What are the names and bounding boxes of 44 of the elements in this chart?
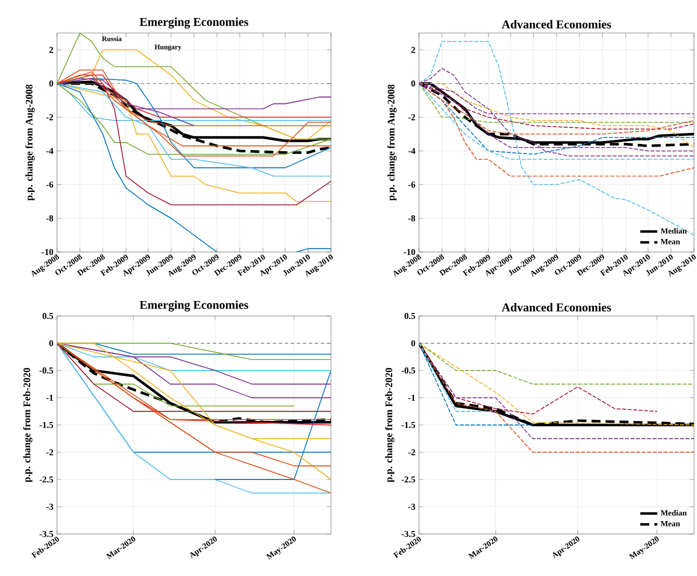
y-tick-label: -0.5 — [402, 367, 416, 374]
y-tick-label: -6 — [408, 182, 416, 188]
y-tick-label: -3.5 — [402, 530, 416, 538]
y-axis-title: p.p. change from Aug-2008 — [25, 84, 35, 201]
legend-label: Median — [660, 228, 687, 234]
y-tick-label: -10 — [42, 248, 54, 256]
y-tick-label: -1.5 — [402, 422, 416, 428]
legend-label: Median — [660, 510, 687, 516]
y-tick-label: 0.5 — [404, 312, 416, 320]
chart-title: Emerging Economies — [140, 300, 248, 312]
y-tick-label: 0 — [411, 340, 416, 346]
y-tick-label: 0 — [49, 340, 54, 346]
y-tick-label: -2 — [408, 449, 416, 456]
y-tick-label: -4 — [46, 148, 54, 154]
y-tick-label: -2 — [408, 114, 416, 120]
y-tick-label: -2.5 — [40, 476, 54, 483]
y-tick-label: -2 — [46, 449, 54, 456]
y-tick-label: -3 — [46, 504, 54, 510]
y-tick-label: -1 — [408, 394, 415, 401]
y-tick-label: -0.5 — [40, 367, 54, 374]
y-axis-title: p.p. change from Feb-2020 — [23, 368, 32, 482]
chart-title: Advanced Economies — [502, 303, 612, 312]
legend-label: Mean — [660, 521, 680, 526]
chart-title: Advanced Economies — [502, 20, 612, 28]
y-axis-title: p.p. change from Aug-2008 — [387, 84, 397, 201]
legend-label: Mean — [660, 239, 680, 244]
y-tick-label: -1.5 — [40, 422, 54, 428]
y-tick-label: 0.5 — [42, 312, 54, 320]
chart-title: Emerging Economies — [140, 17, 248, 28]
y-tick-label: 0 — [411, 80, 416, 87]
y-tick-label: 0 — [49, 80, 54, 87]
y-tick-label: -8 — [408, 215, 416, 222]
y-tick-label: 2 — [411, 46, 416, 53]
y-tick-label: -6 — [46, 182, 54, 188]
y-tick-label: -1 — [46, 394, 54, 401]
y-tick-label: -3 — [408, 504, 416, 510]
y-tick-label: -4 — [408, 148, 416, 154]
y-tick-label: -10 — [404, 248, 416, 256]
y-tick-label: -3.5 — [40, 530, 54, 538]
y-tick-label: -2.5 — [402, 476, 416, 483]
y-axis-title: p.p. change from Feb-2020 — [385, 368, 394, 482]
y-tick-label: -8 — [46, 215, 54, 222]
y-tick-label: 2 — [49, 46, 54, 53]
y-tick-label: -2 — [46, 114, 54, 120]
